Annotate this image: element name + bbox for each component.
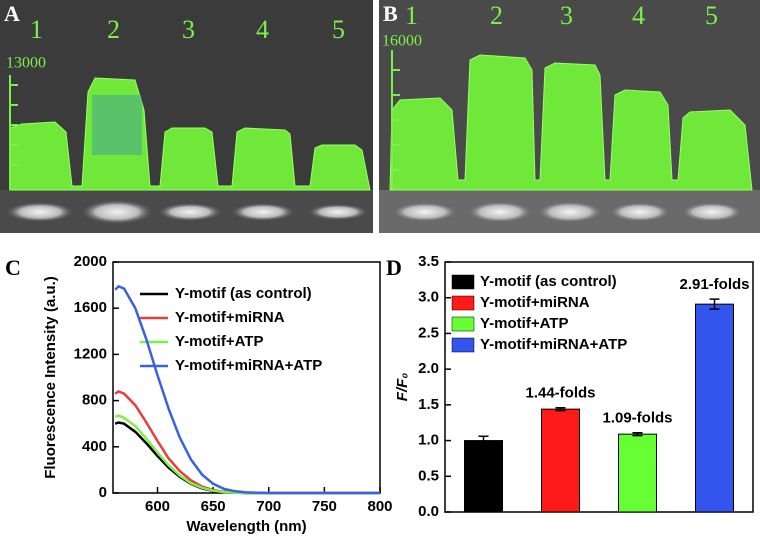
- panel-b: 16000 B 1 2 3 4 5: [379, 0, 760, 233]
- lane-label: 1: [30, 15, 43, 44]
- gel-band: [81, 200, 153, 224]
- x-tick-label: 650: [201, 498, 226, 515]
- bar: [541, 408, 580, 513]
- legend-label: Y-motif+ATP: [175, 333, 263, 350]
- gel-band: [6, 202, 74, 222]
- error-bar: [632, 431, 643, 437]
- legend-swatch: [451, 274, 475, 290]
- legend-swatch: [451, 337, 475, 353]
- lane-label: 3: [560, 1, 573, 30]
- y-tick-label: 0.0: [418, 503, 439, 520]
- y-tick-label: 800: [82, 392, 107, 409]
- legend-label: Y-motif+miRNA+ATP: [175, 357, 322, 374]
- y-tick-label: 3.0: [418, 289, 439, 306]
- panel-label: B: [383, 1, 398, 26]
- intensity-profile: [9, 77, 371, 191]
- value-label: 1.09-folds: [602, 410, 672, 427]
- y-tick-label: 1.5: [418, 396, 439, 413]
- series-line: [114, 284, 380, 495]
- x-tick-label: 700: [256, 498, 281, 515]
- y-tick-label: 3.5: [418, 253, 439, 270]
- x-axis-label: Wavelength (nm): [186, 518, 306, 535]
- y-tick-label: 1.0: [418, 432, 439, 449]
- scale-label: 13000: [6, 55, 46, 72]
- x-tick-label: 750: [312, 498, 337, 515]
- scale-label: 16000: [382, 33, 422, 50]
- y-axis-label: Fluorescence Intensity (a.u.): [42, 276, 59, 479]
- legend-swatch: [451, 295, 475, 311]
- bar: [464, 440, 503, 513]
- legend-label: Y-motif+ATP: [480, 315, 568, 332]
- gel-band: [536, 201, 604, 223]
- profile-texture: [92, 95, 142, 155]
- error-bar: [709, 298, 720, 310]
- gel-band: [231, 203, 295, 221]
- bar: [618, 433, 657, 513]
- x-tick-label: 600: [145, 498, 170, 515]
- scale-ticks: [392, 69, 400, 171]
- lane-label: 5: [332, 15, 345, 44]
- scale-ticks: [10, 84, 18, 166]
- legend-swatch: [451, 316, 475, 332]
- y-tick-label: 2000: [74, 253, 107, 270]
- lane-label: 2: [107, 15, 120, 44]
- lane-label: 3: [182, 15, 195, 44]
- value-label: 1.44-folds: [525, 385, 595, 402]
- series-line: [114, 389, 380, 495]
- legend-label: Y-motif+miRNA: [480, 294, 590, 311]
- gel-band: [608, 202, 672, 222]
- gel-band: [466, 201, 534, 223]
- y-tick-label: 1600: [74, 299, 107, 316]
- gel-band: [158, 203, 222, 221]
- bar: [695, 303, 734, 513]
- panel-label: A: [4, 1, 20, 26]
- legend-label: Y-motif+miRNA: [175, 309, 285, 326]
- panel-a: 13000 A 1 2 3 4 5: [0, 0, 373, 233]
- legend-label: Y-motif+miRNA+ATP: [480, 336, 627, 353]
- y-tick-label: 2.5: [418, 324, 439, 341]
- lane-label: 4: [256, 15, 269, 44]
- y-axis-label: F/F₀: [394, 373, 411, 401]
- lane-label: 4: [632, 1, 645, 30]
- gel-band: [308, 204, 368, 220]
- x-tick-label: 800: [367, 498, 392, 515]
- error-bar: [478, 435, 489, 446]
- plot-frame: [444, 261, 754, 513]
- legend-label: Y-motif (as control): [480, 273, 617, 290]
- panel-label: D: [386, 255, 402, 280]
- legend-label: Y-motif (as control): [175, 285, 312, 302]
- series-line: [114, 421, 380, 495]
- lane-label: 2: [490, 1, 503, 30]
- panel-label: C: [5, 255, 21, 280]
- y-tick-label: 0.5: [418, 467, 439, 484]
- error-bar: [555, 406, 566, 412]
- y-tick-label: 1200: [74, 345, 107, 362]
- gel-band: [391, 202, 459, 222]
- gel-band: [680, 202, 744, 222]
- lane-label: 5: [705, 1, 718, 30]
- y-tick-label: 0: [99, 484, 107, 501]
- intensity-profile: [389, 54, 753, 191]
- value-label: 2.91-folds: [679, 276, 749, 293]
- y-tick-label: 2.0: [418, 360, 439, 377]
- y-tick-label: 400: [82, 438, 107, 455]
- lane-label: 1: [405, 1, 418, 30]
